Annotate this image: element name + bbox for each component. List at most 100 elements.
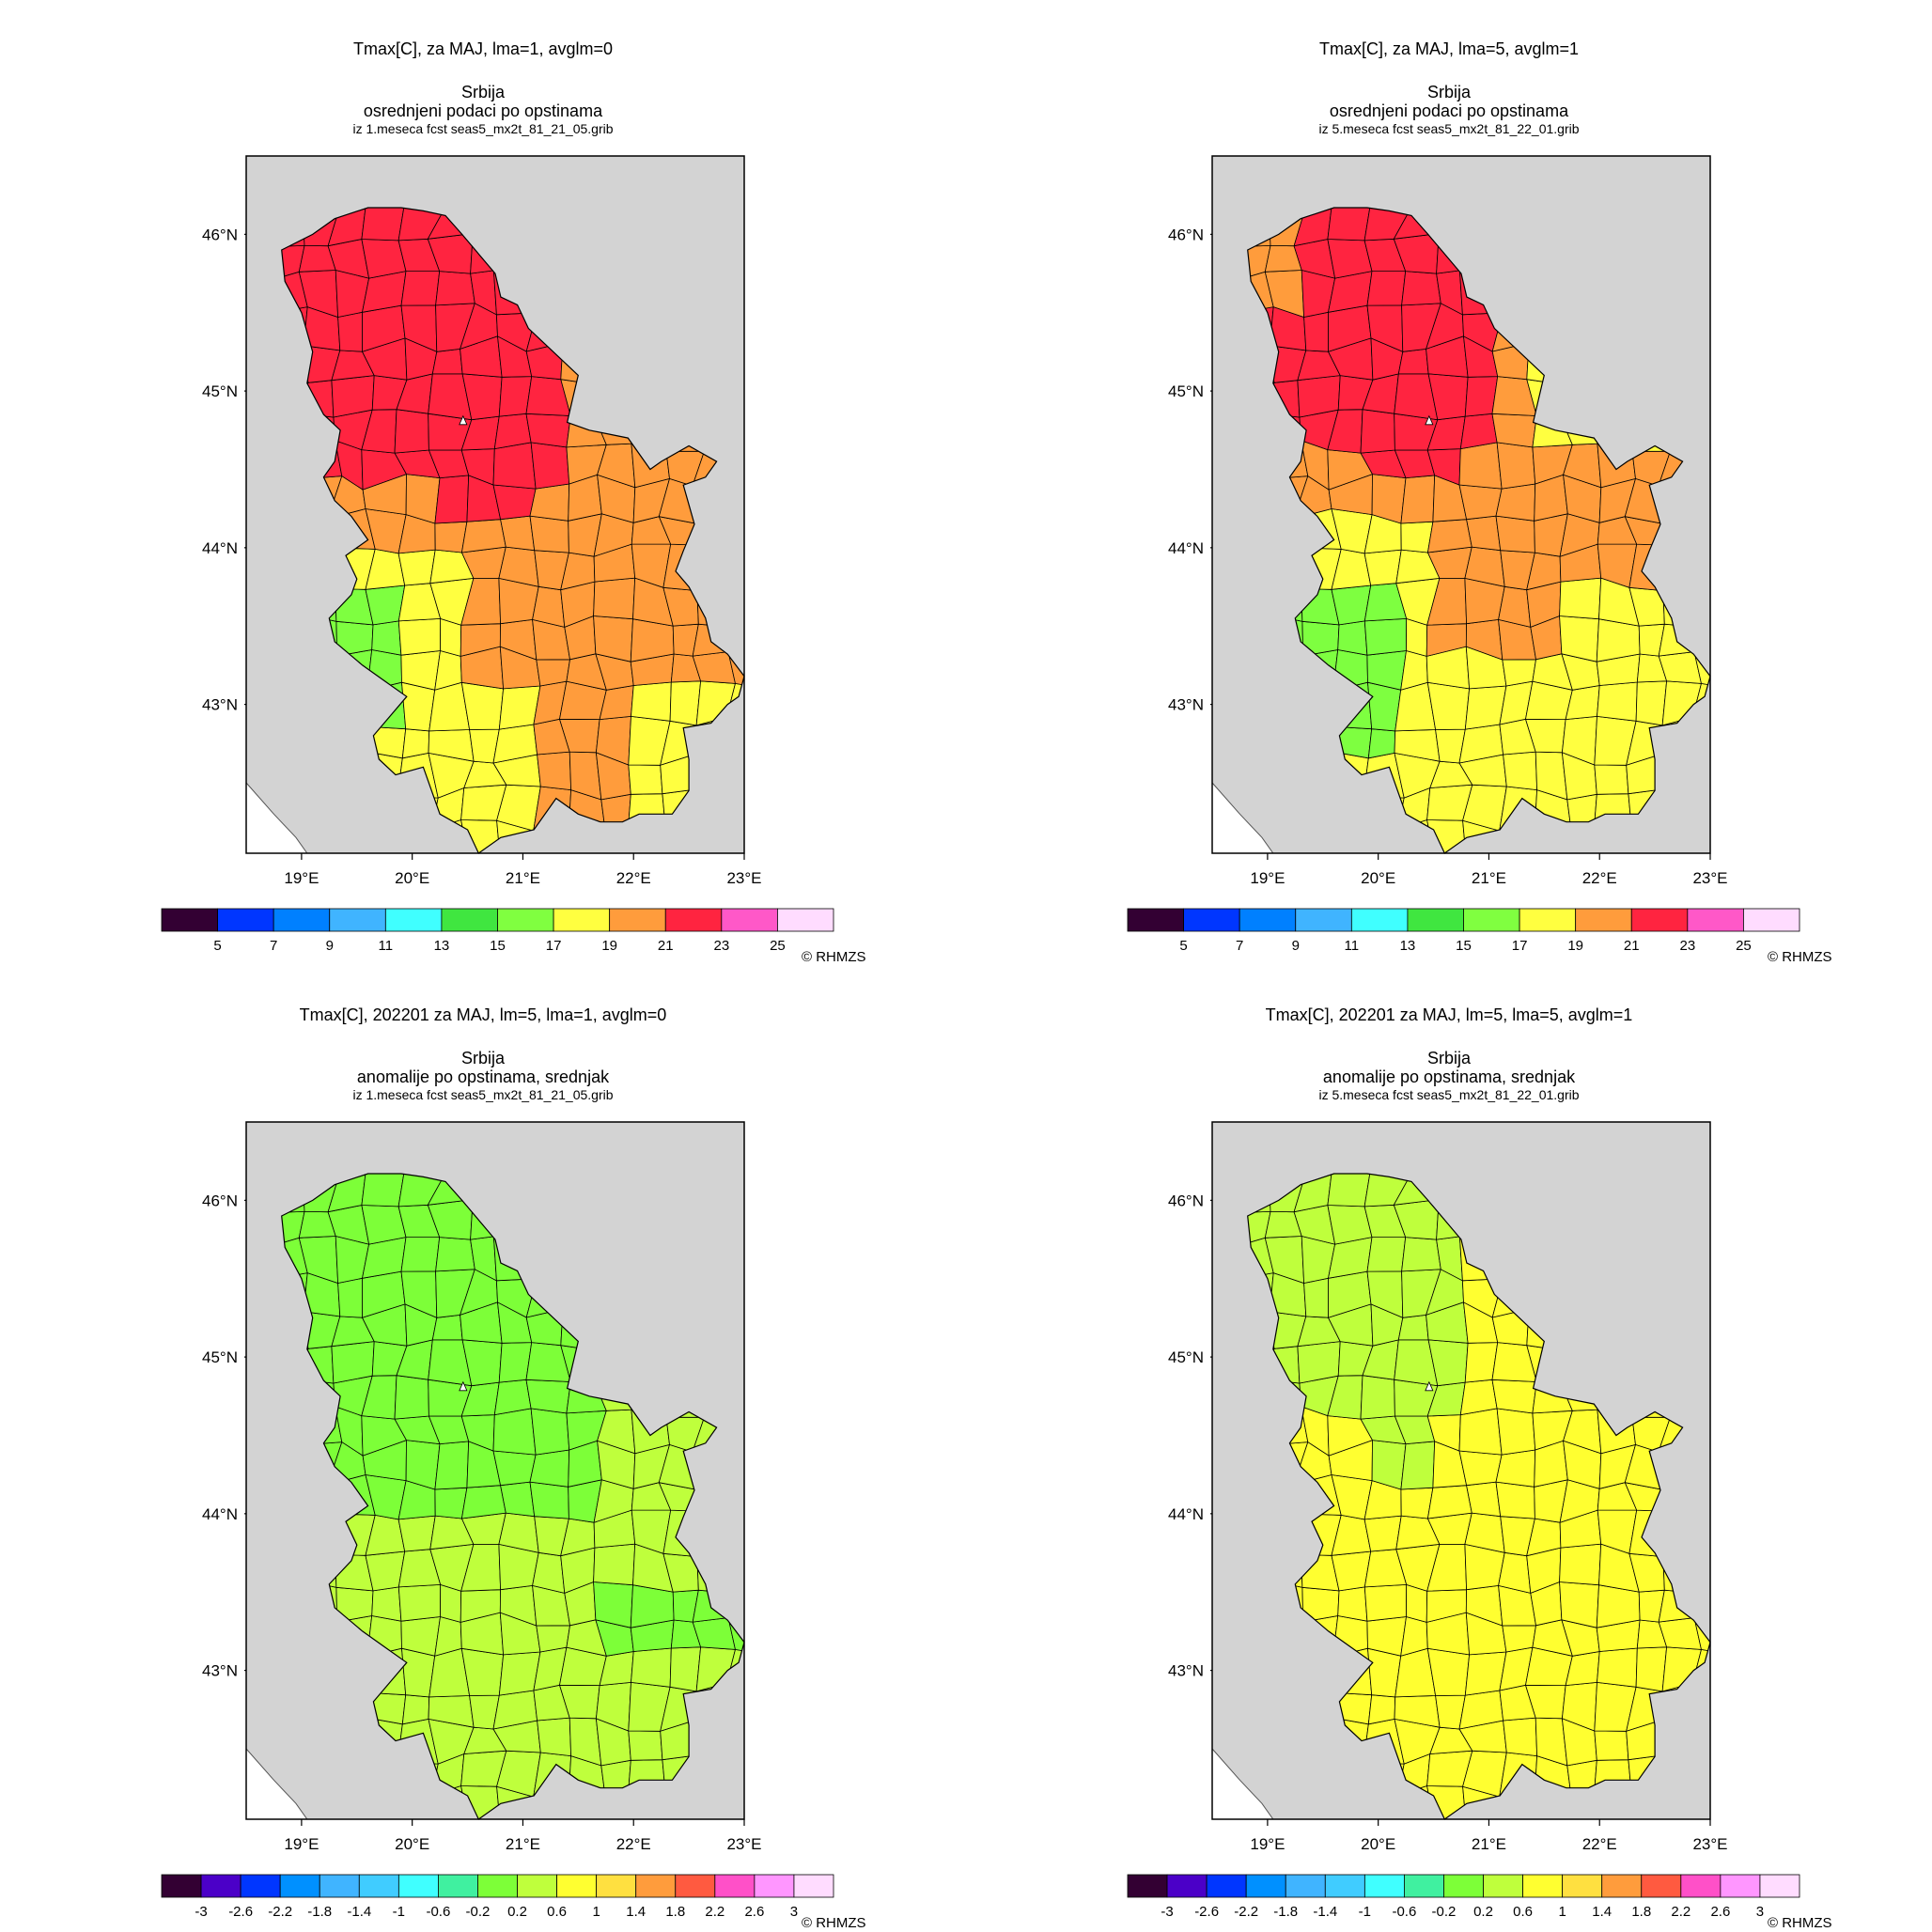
legend-label: 3 <box>790 1904 798 1920</box>
municipality <box>1635 1646 1668 1692</box>
legend-swatch <box>1239 908 1297 932</box>
legend-label: 23 <box>713 938 729 954</box>
municipality <box>331 375 375 418</box>
lon-tick-label: 23°E <box>1692 1835 1727 1853</box>
municipality <box>493 1379 532 1416</box>
map-frame <box>1211 1121 1711 1820</box>
municipality <box>525 413 571 448</box>
panel-region: Srbija <box>460 83 506 101</box>
legend-swatch <box>217 908 274 932</box>
lon-tick-label: 22°E <box>616 869 651 887</box>
lon-tick-label: 21°E <box>1472 869 1506 887</box>
legend-label: 2.2 <box>705 1904 724 1920</box>
municipality <box>530 1408 570 1456</box>
municipality <box>1496 442 1536 490</box>
colorbar-legend: 5 7 9 11 13 15 17 19 21 23 25 <box>161 908 834 954</box>
lon-tick-label: 22°E <box>1582 869 1617 887</box>
legend-swatch <box>517 1874 557 1898</box>
legend-label: 0.6 <box>547 1904 567 1920</box>
legend-swatch <box>384 908 443 932</box>
legend-label: 9 <box>326 938 334 954</box>
panel-title: Tmax[C], za MAJ, lma=5, avglm=1 <box>1318 39 1580 58</box>
municipality <box>500 515 536 552</box>
legend-swatch <box>1295 908 1352 932</box>
municipality <box>1594 1730 1629 1761</box>
municipality <box>1458 484 1503 521</box>
legend-swatch <box>1166 1874 1208 1898</box>
legend-label: 5 <box>1179 938 1187 954</box>
municipality <box>397 1583 442 1622</box>
legend-label: 7 <box>270 938 277 954</box>
lon-tick-label: 19°E <box>1250 1835 1285 1853</box>
legend-swatch <box>1407 908 1464 932</box>
lon-tick-label: 20°E <box>395 869 429 887</box>
municipality <box>529 515 569 553</box>
legend-label: 25 <box>770 938 786 954</box>
lon-tick-label: 21°E <box>506 1835 540 1853</box>
legend-swatch <box>273 908 331 932</box>
legend-label: -1 <box>393 1904 405 1920</box>
municipality <box>371 1586 402 1622</box>
legend-label: 0.2 <box>1473 1904 1493 1920</box>
municipality <box>529 1481 569 1519</box>
legend-label: 9 <box>1292 938 1300 954</box>
municipality <box>1466 515 1502 552</box>
panel-source: iz 1.meseca fcst seas5_mx2t_81_21_05.gri… <box>352 121 614 136</box>
legend-swatch <box>714 1874 756 1898</box>
municipality <box>1400 1487 1434 1519</box>
municipality <box>1297 1341 1341 1384</box>
municipality <box>1491 1379 1537 1414</box>
municipality <box>331 1341 375 1384</box>
country-outline <box>1247 207 1711 854</box>
municipality <box>1367 1694 1396 1725</box>
municipality <box>337 1277 363 1318</box>
municipality <box>1502 659 1536 687</box>
municipality <box>1597 1647 1638 1688</box>
colorbar-legend: -3 -2.6 -2.2 -1.8 -1.4 -1 -0.6 -0.2 0.2 0.6 1 1.4 1.… <box>161 1874 834 1920</box>
municipality <box>434 1487 468 1519</box>
legend-swatch <box>1641 1874 1682 1898</box>
map-panel-4: Tmax[C], 202201 za MAJ, lm=5, lma=5, avg… <box>966 966 1932 1932</box>
municipality <box>400 271 441 306</box>
legend-label: 1.8 <box>665 1904 685 1920</box>
municipality <box>492 442 537 490</box>
lon-tick-label: 20°E <box>1361 869 1395 887</box>
municipality <box>1559 615 1599 662</box>
municipality <box>1559 577 1602 620</box>
lat-tick-label: 46°N <box>1168 1192 1204 1209</box>
legend-label: 5 <box>213 938 221 954</box>
legend-swatch <box>754 1874 795 1898</box>
municipality <box>537 751 572 791</box>
map-frame <box>245 155 745 854</box>
municipality <box>492 1408 537 1456</box>
lat-tick-label: 43°N <box>1168 1662 1204 1680</box>
legend-label: 1.4 <box>626 1904 646 1920</box>
panel-source: iz 5.meseca fcst seas5_mx2t_81_22_01.gri… <box>1318 121 1580 136</box>
legend-label: -1.8 <box>307 1904 332 1920</box>
municipality <box>337 311 363 352</box>
municipality <box>593 577 636 620</box>
lat-tick-label: 46°N <box>1168 226 1204 243</box>
legend-label: 11 <box>1345 938 1360 954</box>
panel-subtitle: osrednjeni podaci po opstinama <box>1329 101 1569 120</box>
legend-swatch <box>721 908 778 932</box>
legend-swatch <box>1601 1874 1643 1898</box>
lat-axis-labels: 46°N 45°N 44°N 43°N <box>1168 226 1204 713</box>
city-marker <box>459 414 468 426</box>
legend-swatch <box>1680 1874 1722 1898</box>
municipality <box>400 1237 441 1272</box>
legend-label: 13 <box>1400 938 1416 954</box>
municipality <box>1327 208 1372 242</box>
legend-swatch <box>1522 1874 1564 1898</box>
municipality <box>460 519 506 553</box>
municipality <box>1363 1583 1408 1622</box>
legend-label: -2.6 <box>1194 1904 1219 1920</box>
municipality <box>492 484 537 521</box>
municipality <box>435 1237 475 1272</box>
legend-swatch <box>161 908 218 932</box>
legend-swatch <box>1350 908 1409 932</box>
municipality <box>397 617 442 656</box>
legend-swatch <box>1519 908 1577 932</box>
municipality <box>394 1375 429 1420</box>
municipality <box>1491 413 1537 448</box>
